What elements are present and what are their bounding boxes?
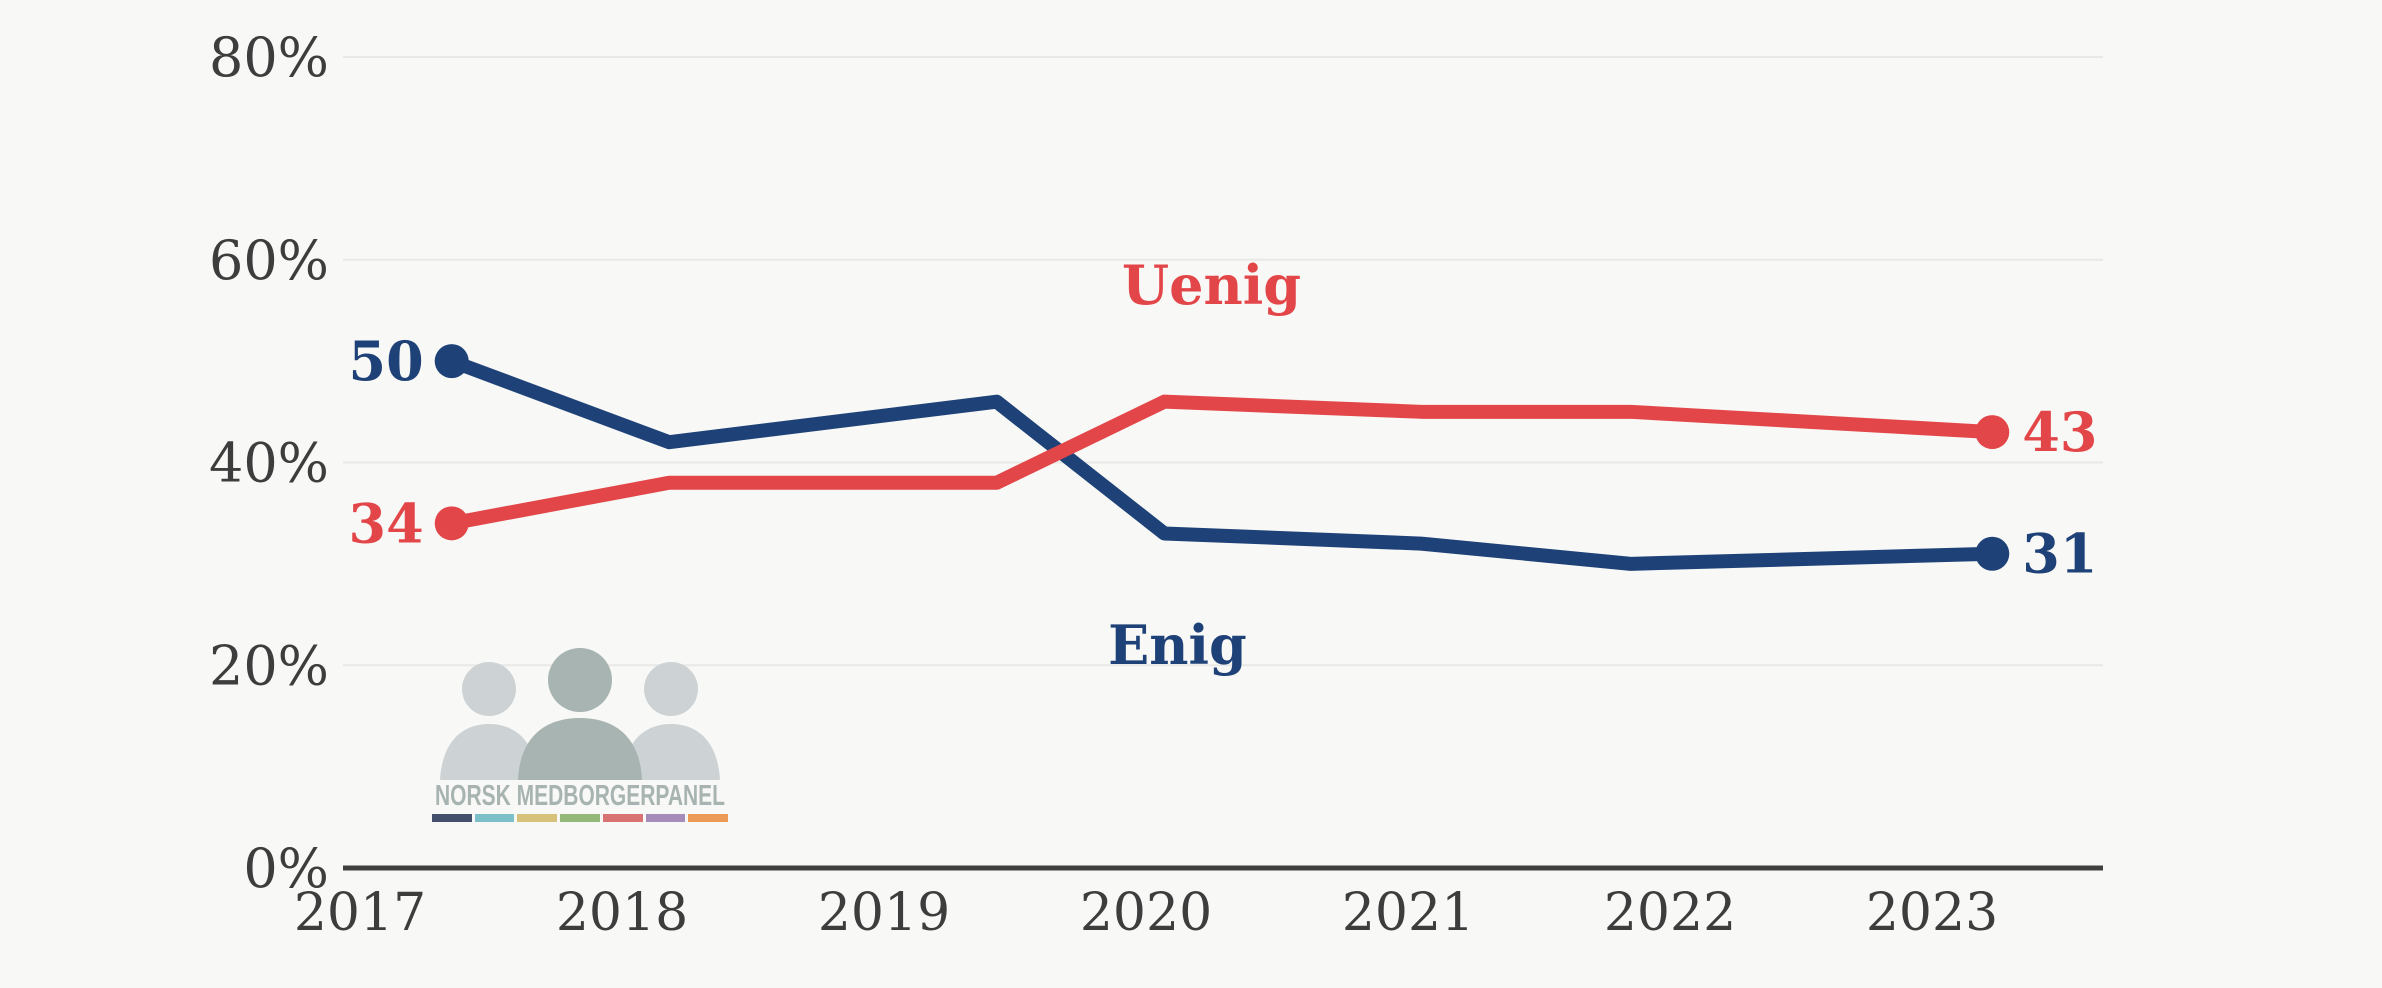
data-point-last-enig: [1975, 536, 2010, 571]
x-tick-label: 2020: [1080, 883, 1212, 943]
people-icon: [440, 648, 720, 780]
person-silhouette-middle: [518, 648, 642, 780]
series-label-uenig: Uenig: [1122, 253, 1301, 317]
logo-bar-segment-7: [688, 814, 729, 822]
logo-bar-segment-6: [645, 814, 686, 822]
y-tick-label: 20%: [209, 634, 329, 697]
person-silhouette-left: [440, 662, 538, 780]
series-line-uenig: [444, 394, 2000, 531]
x-tick-label: 2018: [556, 883, 688, 943]
end-value-label-enig: 31: [2022, 522, 2097, 586]
end-value-label-uenig: 43: [2022, 400, 2097, 464]
data-point-first-uenig: [434, 506, 469, 541]
y-tick-label: 60%: [209, 229, 329, 292]
start-value-label-enig: 50: [349, 329, 424, 393]
logo-bar-segment-5: [602, 814, 643, 822]
logo-bar-segment-2: [474, 814, 515, 822]
person-silhouette-right: [622, 662, 720, 780]
x-tick-label: 2019: [818, 883, 950, 943]
logo-bar-segment-1: [432, 814, 472, 822]
x-tick-label: 2017: [294, 883, 426, 943]
y-tick-label: 40%: [209, 432, 329, 495]
logo-wordmark: NORSK MEDBORGERPANEL: [435, 780, 725, 812]
x-tick-label: 2023: [1866, 883, 1998, 943]
chart-labels: 0% 20% 40% 60% 80% 2017 2018 2019 2020 2021 2022 20…: [209, 26, 2097, 943]
logo-rainbow-bar: [432, 814, 729, 822]
start-value-label-uenig: 34: [349, 491, 424, 555]
series-label-enig: Enig: [1108, 613, 1247, 677]
data-point-last-uenig: [1975, 415, 2010, 450]
gridlines: [343, 56, 2103, 667]
logo-bar-segment-3: [517, 814, 558, 822]
logo-text: NORSK MEDBORGERPANEL: [435, 780, 725, 812]
y-tick-label: 80%: [209, 26, 329, 89]
data-series: [434, 344, 2010, 571]
logo-bar-segment-4: [560, 814, 600, 822]
data-point-first-enig: [434, 344, 469, 379]
norsk-medborgerpanel-logo: NORSK MEDBORGERPANEL: [432, 648, 729, 824]
series-line-enig: [444, 354, 2000, 571]
x-tick-label: 2021: [1342, 883, 1474, 943]
x-tick-label: 2022: [1604, 883, 1736, 943]
y-tick-label: 0%: [243, 837, 329, 900]
